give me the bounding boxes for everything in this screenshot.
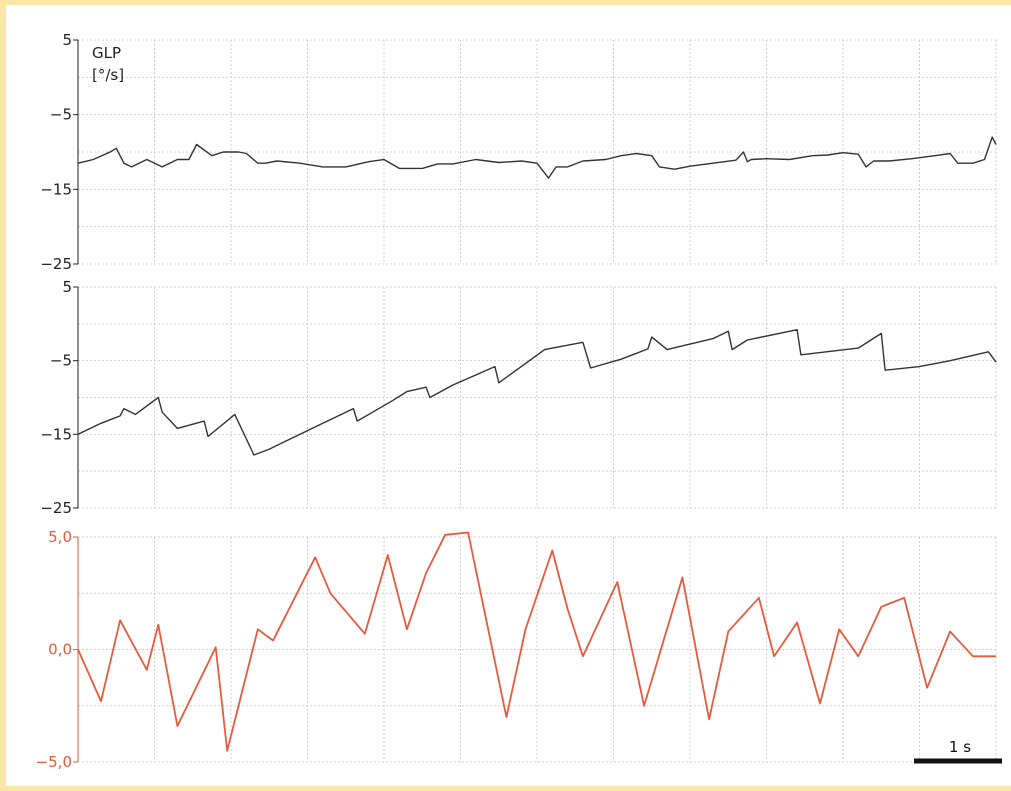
panel-bottom: 5,0 0,0 −5,0 (36, 528, 997, 771)
y-tick-label: −25 (40, 255, 72, 273)
panel-top: 5 −5 −15 −25 (40, 31, 997, 273)
y-axis-label-line-1: GLP (92, 44, 121, 62)
y-tick-label: −5 (50, 106, 72, 124)
y-tick-label: 5,0 (48, 528, 72, 546)
frame-top-border (0, 0, 1011, 5)
series-line (77, 531, 996, 752)
frame-left-border (0, 0, 6, 791)
y-tick-label: 0,0 (48, 641, 72, 659)
y-axis-label-line-2: [°/s] (92, 66, 124, 84)
series-line (77, 136, 997, 179)
y-tick-label: −15 (40, 180, 72, 198)
time-scale-bar-label: 1 s (949, 738, 971, 756)
y-tick-label: 5 (62, 31, 72, 49)
panel-middle: 5 −5 −15 −25 (40, 278, 997, 517)
y-tick-label: 5 (62, 278, 72, 296)
series-line (77, 329, 997, 456)
frame-bottom-border (0, 786, 1011, 791)
y-tick-label: −5 (50, 352, 72, 370)
y-tick-label: −15 (40, 425, 72, 443)
y-tick-label: −5,0 (36, 753, 72, 771)
y-tick-label: −25 (40, 499, 72, 517)
